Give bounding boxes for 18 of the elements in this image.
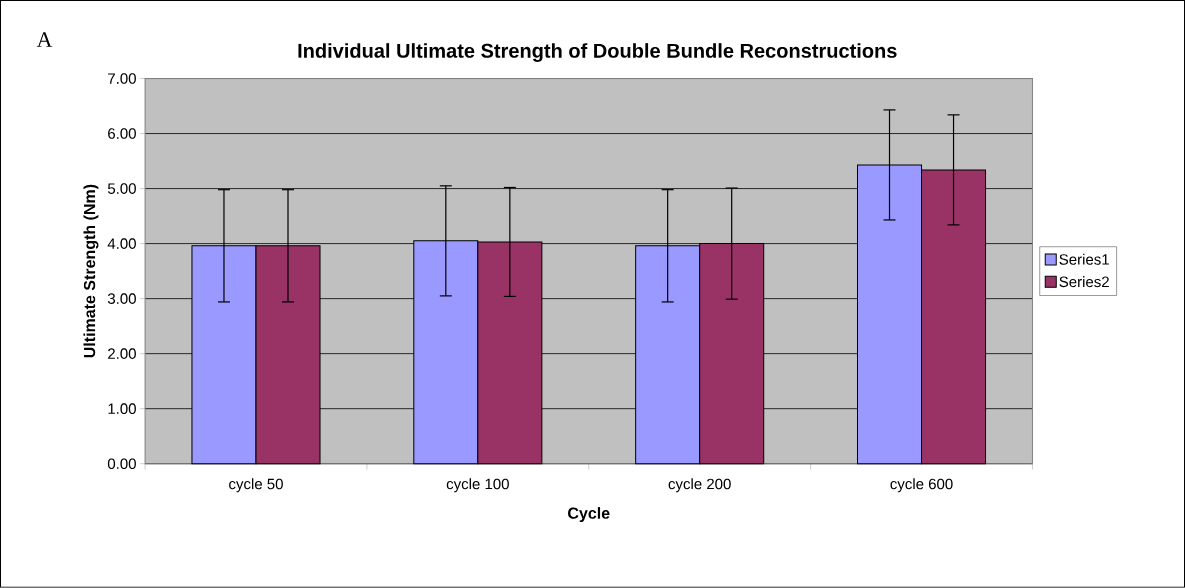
- text: A: [36, 32, 53, 47]
- y-tick-label: 0.00: [107, 458, 136, 470]
- legend-label: Series1: [1059, 253, 1109, 265]
- y-axis-title: Ultimate Strength (Nm): [83, 184, 99, 358]
- y-tick-label: 4.00: [107, 238, 136, 250]
- x-tick-label: cycle 600: [890, 478, 953, 493]
- y-tick-label: 1.00: [108, 403, 136, 415]
- y-tick-label: 3.00: [107, 293, 136, 305]
- x-tick-label: cycle 50: [229, 478, 283, 493]
- y-tick-label: 5.00: [107, 183, 136, 195]
- x-axis-title: Cycle: [568, 507, 610, 523]
- y-tick-label: 6.00: [108, 128, 136, 139]
- x-tick-label: cycle 200: [668, 478, 731, 493]
- legend-label: Series2: [1059, 276, 1109, 288]
- y-tick-label: 2.00: [108, 348, 136, 360]
- y-tick-label: 7.00: [108, 73, 136, 84]
- x-tick-label: cycle 100: [446, 478, 509, 493]
- chart-title: Individual Ultimate Strength of Double Bundle Reconstructions: [298, 43, 897, 63]
